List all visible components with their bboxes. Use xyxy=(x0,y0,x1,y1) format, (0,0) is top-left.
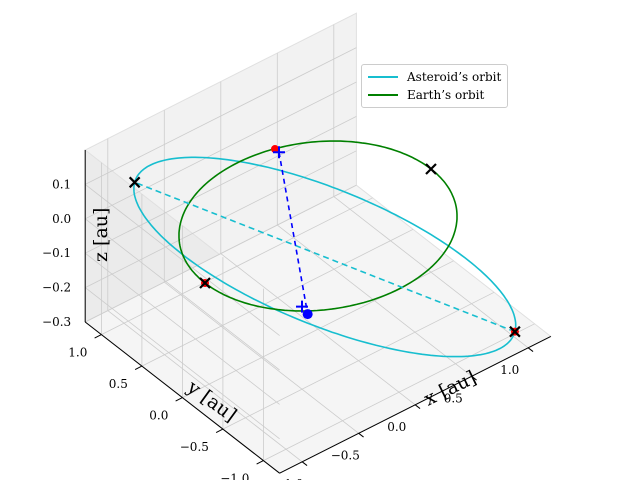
grid-line-y xyxy=(263,323,535,461)
legend: Asteroid’s orbit Earth’s orbit xyxy=(361,64,508,108)
x-tick-label: 0.5 xyxy=(444,391,463,405)
grid-line-y xyxy=(141,228,414,367)
y-tick-label: −1.0 xyxy=(220,472,249,480)
legend-swatch-earth xyxy=(368,94,398,96)
legend-item-earth: Earth’s orbit xyxy=(368,86,484,104)
asteroid-x-marker xyxy=(128,176,141,189)
x-tick xyxy=(471,375,477,381)
grid-line-z xyxy=(85,150,357,288)
earth-x-marker xyxy=(199,277,211,289)
y-tick xyxy=(134,365,143,370)
tick-labels: −1.0 −0.5 0.0 0.5 1.0 1.0 0.5 0.0 −0.5 −1.0 0.1 0.0… xyxy=(42,177,519,480)
x-tick xyxy=(301,461,308,466)
grid-line-y xyxy=(222,291,495,430)
legend-label-earth: Earth’s orbit xyxy=(407,88,485,102)
y-tick-label: −0.5 xyxy=(180,440,209,454)
y-tick-label: 0.0 xyxy=(149,409,168,423)
legend-label-asteroid: Asteroid’s orbit xyxy=(407,70,502,84)
x-tick-label: 1.0 xyxy=(500,363,519,377)
grid-lines xyxy=(84,24,535,474)
y-tick xyxy=(256,460,264,465)
plus-marker xyxy=(273,146,285,159)
plus-marker xyxy=(296,300,308,313)
z-axis-label: z [au] xyxy=(90,208,112,262)
x-tick-label: −0.5 xyxy=(331,448,360,462)
x-tick xyxy=(527,347,534,352)
grid-line-z xyxy=(84,184,280,336)
y-tick-label: 1.0 xyxy=(68,346,87,360)
grid-line-z xyxy=(84,252,280,405)
grid-line-z xyxy=(85,184,357,323)
x-tick xyxy=(358,432,364,438)
z-tick-label: 0.1 xyxy=(52,177,71,191)
y-tick xyxy=(215,428,224,433)
z-tick-label: −0.2 xyxy=(42,281,71,295)
x-tick xyxy=(414,404,421,409)
grid-line-z xyxy=(85,81,357,220)
asteroid-apsides-line xyxy=(134,181,516,333)
z-tick-label: −0.1 xyxy=(42,246,71,260)
z-tick-label: −0.3 xyxy=(42,315,71,329)
grid-line-z xyxy=(85,116,357,254)
y-tick-label: 0.5 xyxy=(109,377,128,391)
x-tick-label: −1.0 xyxy=(274,477,303,480)
legend-item-asteroid: Asteroid’s orbit xyxy=(368,68,501,86)
node-line xyxy=(278,152,309,315)
blue-point-marker xyxy=(302,309,313,320)
y-tick xyxy=(175,397,183,402)
axis-lines xyxy=(84,150,552,474)
z-tick-label: 0.0 xyxy=(52,212,71,226)
grid-line-y xyxy=(101,197,373,335)
asteroid-x-marker xyxy=(509,325,521,338)
earth-x-marker xyxy=(425,163,437,175)
grid-line-z xyxy=(84,287,280,440)
grid-line-z xyxy=(85,47,357,185)
x-tick-label: 0.0 xyxy=(387,420,406,434)
red-point-marker xyxy=(270,145,279,154)
y-tick xyxy=(94,334,102,339)
data-markers xyxy=(128,145,521,338)
legend-swatch-asteroid xyxy=(368,76,398,78)
grid-line-z xyxy=(84,218,280,371)
